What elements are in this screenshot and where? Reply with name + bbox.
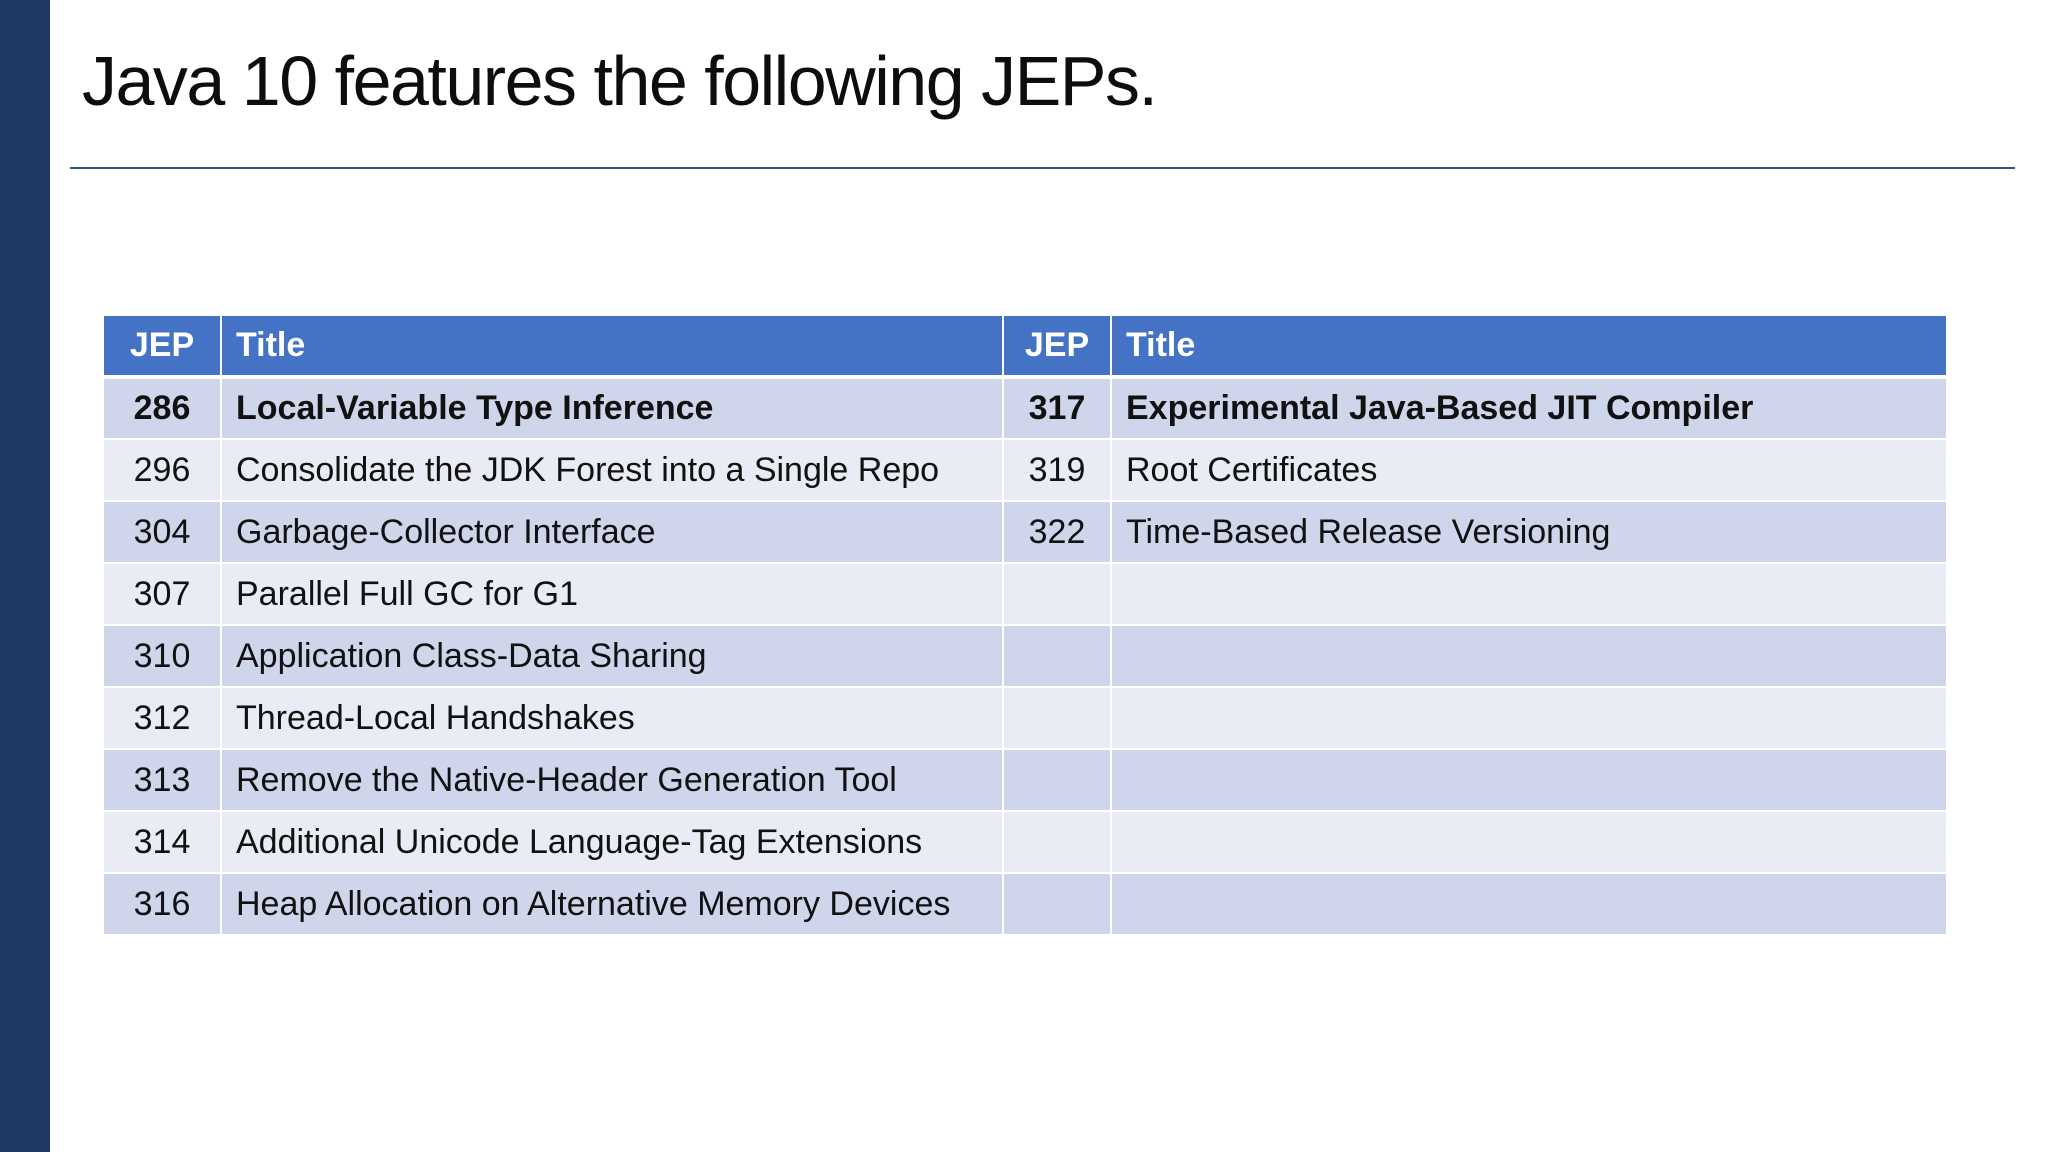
jep-number-cell: 317	[1002, 376, 1112, 440]
left-accent-bar	[0, 0, 50, 1152]
jep-title-cell: Time-Based Release Versioning	[1110, 500, 1948, 564]
jep-title-cell	[1110, 810, 1948, 874]
jep-number-cell: 307	[102, 562, 222, 626]
jep-number-cell: 312	[102, 686, 222, 750]
jep-number-cell: 316	[102, 872, 222, 936]
table-row: 310 Application Class-Data Sharing	[102, 624, 1948, 688]
table-row: 316 Heap Allocation on Alternative Memor…	[102, 872, 1948, 936]
header-jep-left: JEP	[102, 314, 222, 379]
jep-title-cell: Local-Variable Type Inference	[220, 376, 1004, 440]
jep-number-cell: 313	[102, 748, 222, 812]
jep-title-cell: Additional Unicode Language-Tag Extensio…	[220, 810, 1004, 874]
jep-title-cell: Garbage-Collector Interface	[220, 500, 1004, 564]
title-divider	[70, 167, 2015, 169]
jep-number-cell	[1002, 872, 1112, 936]
table-row: 314 Additional Unicode Language-Tag Exte…	[102, 810, 1948, 874]
table-row: 312 Thread-Local Handshakes	[102, 686, 1948, 750]
table-row: 296 Consolidate the JDK Forest into a Si…	[102, 438, 1948, 502]
jep-number-cell: 286	[102, 376, 222, 440]
jep-number-cell: 322	[1002, 500, 1112, 564]
slide-title: Java 10 features the following JEPs.	[82, 42, 1158, 120]
jep-title-cell	[1110, 686, 1948, 750]
jep-title-cell: Heap Allocation on Alternative Memory De…	[220, 872, 1004, 936]
jep-table: JEP Title JEP Title 286 Local-Variable T…	[102, 314, 1948, 936]
jep-title-cell: Remove the Native-Header Generation Tool	[220, 748, 1004, 812]
table-header-row: JEP Title JEP Title	[102, 314, 1948, 379]
jep-number-cell	[1002, 624, 1112, 688]
table-row: 313 Remove the Native-Header Generation …	[102, 748, 1948, 812]
jep-number-cell: 310	[102, 624, 222, 688]
jep-number-cell	[1002, 748, 1112, 812]
jep-title-cell	[1110, 624, 1948, 688]
jep-title-cell: Experimental Java-Based JIT Compiler	[1110, 376, 1948, 440]
jep-number-cell	[1002, 686, 1112, 750]
jep-title-cell: Consolidate the JDK Forest into a Single…	[220, 438, 1004, 502]
jep-number-cell: 319	[1002, 438, 1112, 502]
table-row: 304 Garbage-Collector Interface 322 Time…	[102, 500, 1948, 564]
jep-number-cell	[1002, 810, 1112, 874]
header-title-right: Title	[1110, 314, 1948, 379]
jep-number-cell: 304	[102, 500, 222, 564]
jep-title-cell	[1110, 872, 1948, 936]
header-title-left: Title	[220, 314, 1004, 379]
jep-title-cell: Root Certificates	[1110, 438, 1948, 502]
jep-number-cell	[1002, 562, 1112, 626]
jep-number-cell: 296	[102, 438, 222, 502]
table-row: 307 Parallel Full GC for G1	[102, 562, 1948, 626]
jep-number-cell: 314	[102, 810, 222, 874]
jep-title-cell: Parallel Full GC for G1	[220, 562, 1004, 626]
table-row: 286 Local-Variable Type Inference 317 Ex…	[102, 376, 1948, 440]
jep-title-cell	[1110, 748, 1948, 812]
jep-title-cell	[1110, 562, 1948, 626]
header-jep-right: JEP	[1002, 314, 1112, 379]
jep-title-cell: Application Class-Data Sharing	[220, 624, 1004, 688]
jep-title-cell: Thread-Local Handshakes	[220, 686, 1004, 750]
